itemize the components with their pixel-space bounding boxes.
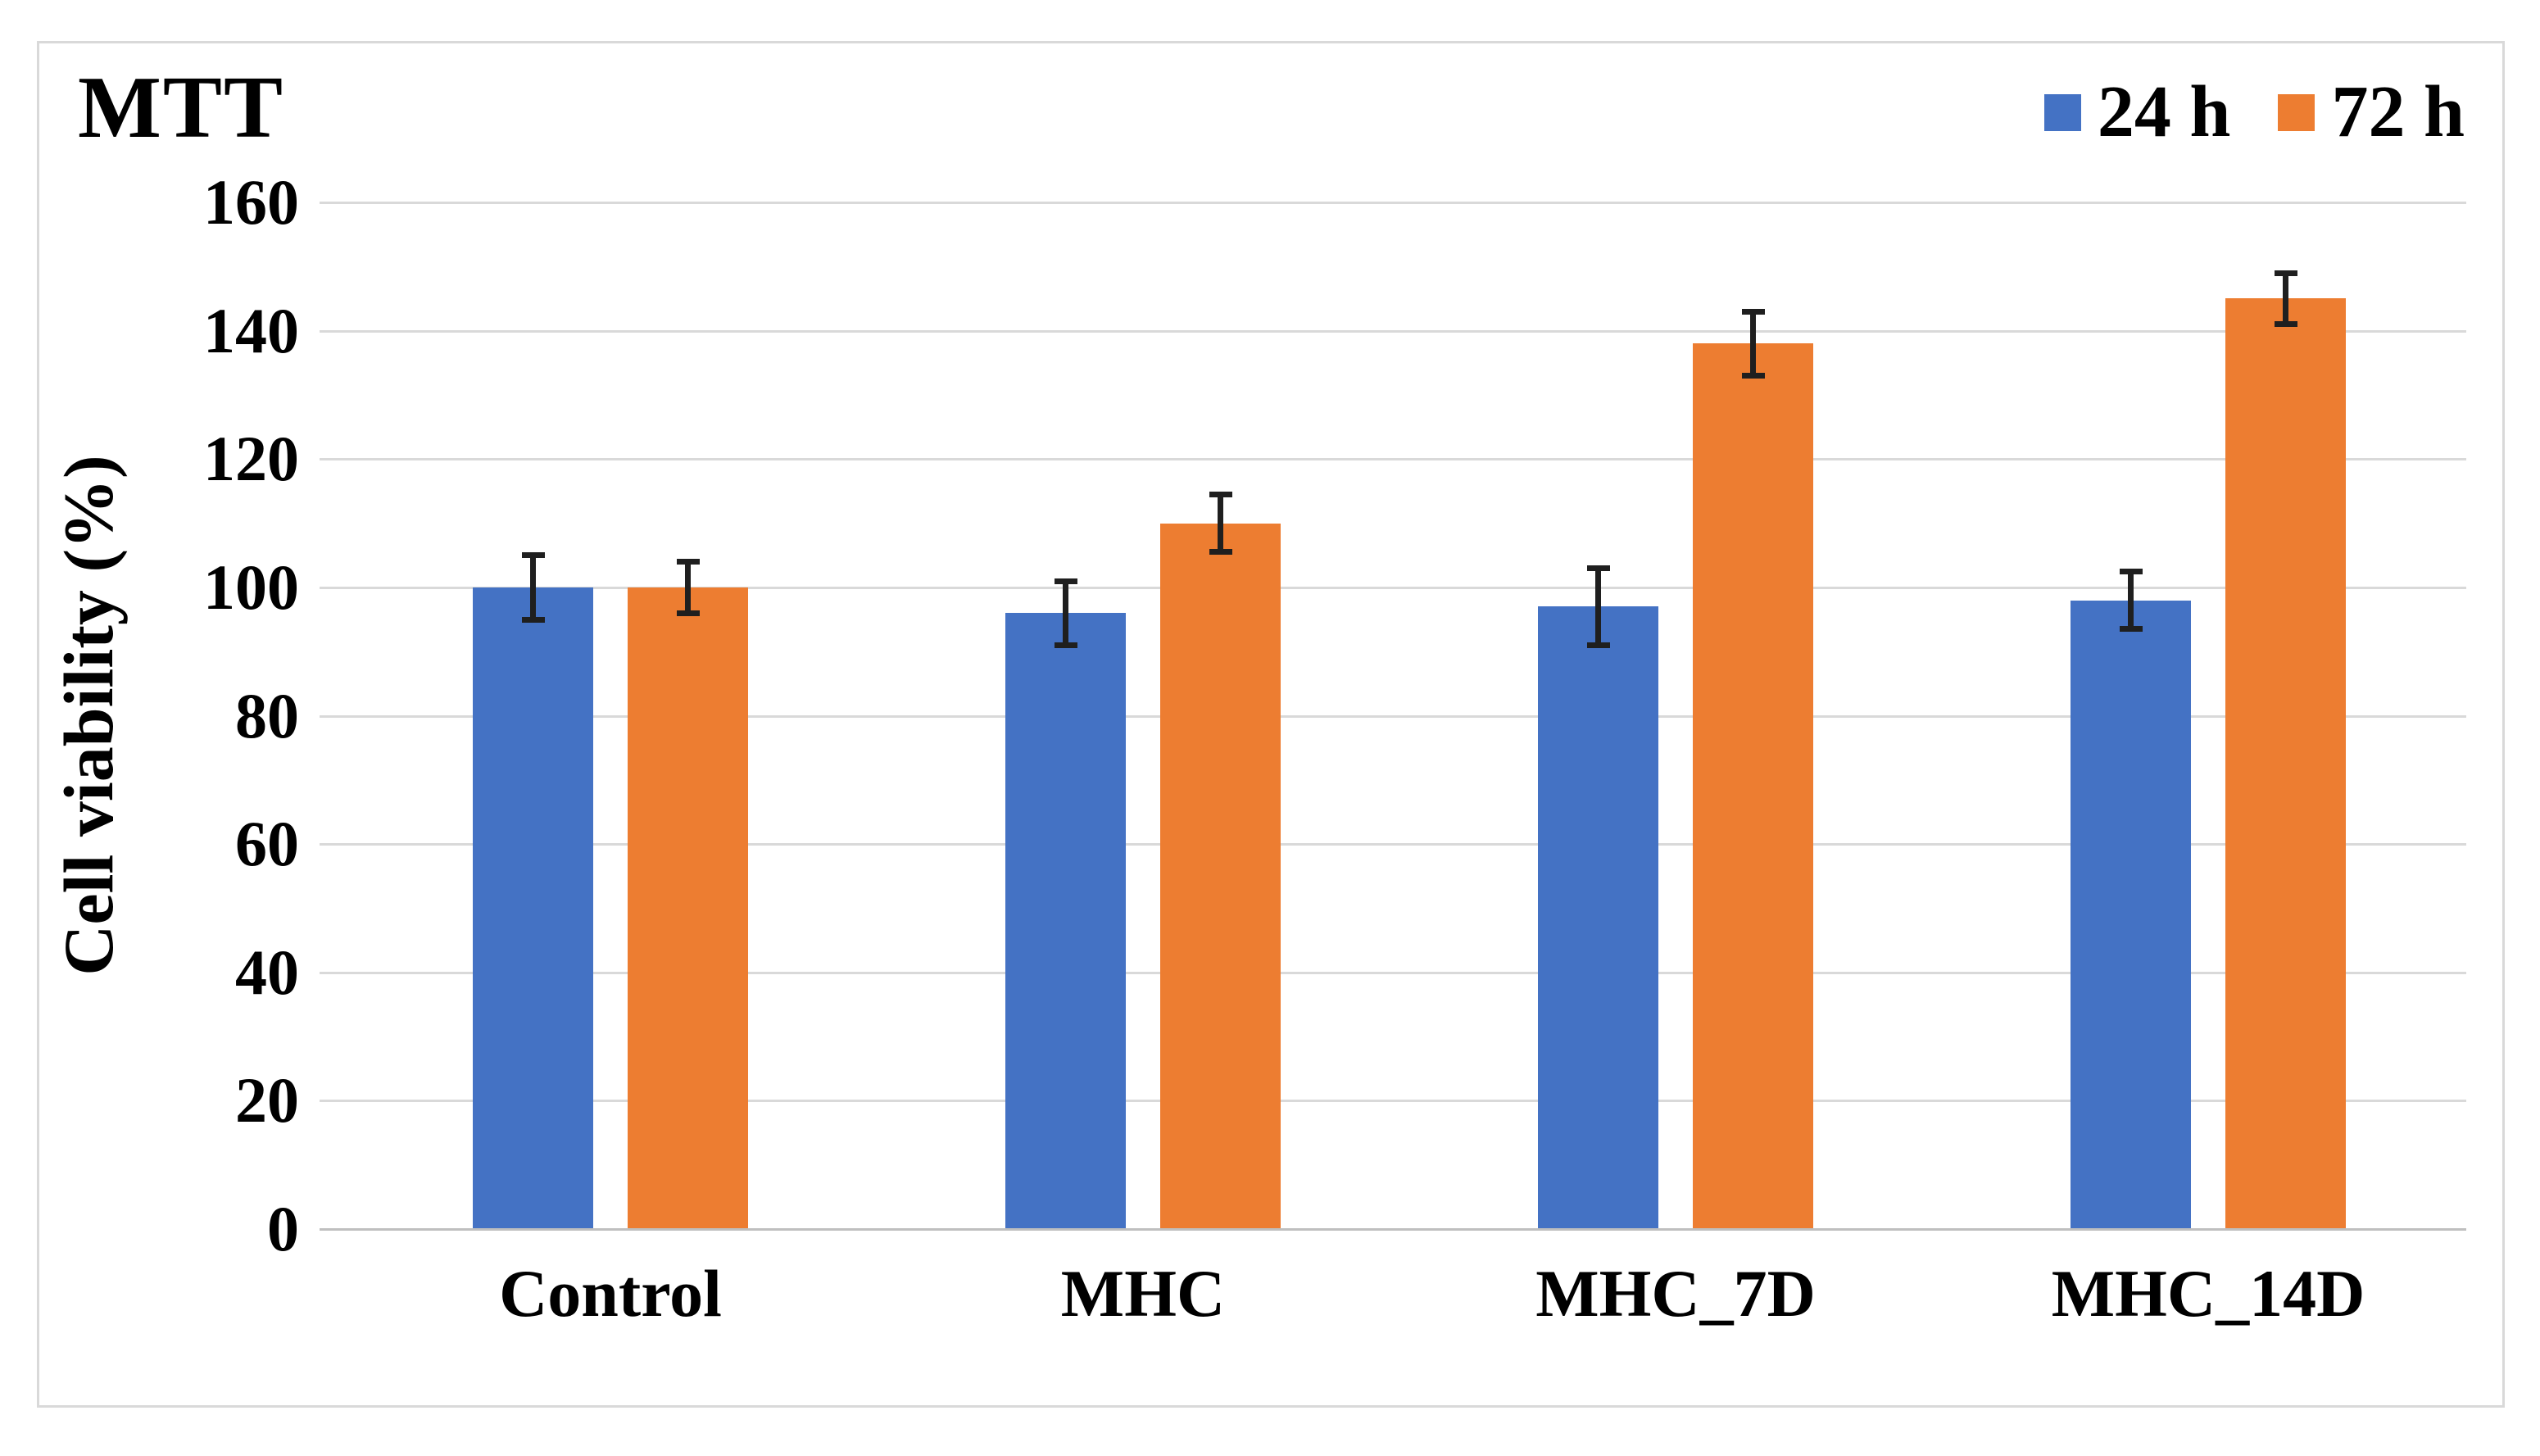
error-bar-Control-24h <box>530 555 536 620</box>
error-bar-Control-72h <box>685 561 691 614</box>
gridline-y-60 <box>320 843 2466 846</box>
error-bar-MHC-72h <box>1218 494 1223 552</box>
error-bar-cap-bottom-MHC_7D-24h <box>1586 642 1610 648</box>
bar-Control-72h <box>628 587 748 1229</box>
gridline-y-100 <box>320 586 2466 589</box>
gridline-y-40 <box>320 971 2466 974</box>
y-tick-label-160: 160 <box>203 166 299 238</box>
bar-MHC_14D-24h <box>2071 600 2191 1229</box>
bar-Control-24h <box>473 587 593 1229</box>
bar-MHC-24h <box>1005 613 1126 1229</box>
error-bar-cap-top-MHC_7D-72h <box>1741 308 1765 315</box>
error-bar-MHC_7D-72h <box>1750 311 1756 376</box>
error-bar-MHC_7D-24h <box>1595 568 1601 646</box>
y-tick-label-60: 60 <box>235 808 299 880</box>
error-bar-cap-bottom-MHC_14D-72h <box>2274 321 2297 328</box>
gridline-y-80 <box>320 714 2466 718</box>
error-bar-cap-bottom-Control-24h <box>521 616 545 623</box>
error-bar-MHC_14D-24h <box>2128 571 2134 629</box>
chart-title: MTT <box>78 59 285 156</box>
error-bar-cap-top-MHC_14D-72h <box>2274 270 2297 276</box>
legend-label-72h: 72 h <box>2331 71 2465 152</box>
error-bar-cap-bottom-MHC-24h <box>1054 642 1077 648</box>
plot-area <box>320 202 2466 1229</box>
legend-item-24h: 24 h <box>2043 71 2231 152</box>
gridline-y-20 <box>320 1100 2466 1103</box>
y-tick-label-80: 80 <box>235 679 299 751</box>
y-tick-label-0: 0 <box>267 1193 299 1264</box>
error-bar-cap-bottom-MHC_7D-72h <box>1741 372 1765 379</box>
bar-MHC_7D-24h <box>1538 606 1658 1229</box>
legend-swatch-24h-icon <box>2043 93 2081 131</box>
error-bar-cap-top-MHC_14D-24h <box>2119 568 2143 574</box>
error-bar-cap-bottom-MHC-72h <box>1209 549 1232 556</box>
x-axis-line <box>320 1228 2466 1231</box>
bar-MHC-72h <box>1160 523 1281 1229</box>
y-tick-label-100: 100 <box>203 551 299 623</box>
legend-item-72h: 72 h <box>2278 75 2465 149</box>
error-bar-MHC_14D-72h <box>2283 273 2288 324</box>
error-bar-cap-top-MHC_7D-24h <box>1586 565 1610 571</box>
y-tick-label-140: 140 <box>203 294 299 366</box>
y-tick-label-120: 120 <box>203 423 299 495</box>
gridline-y-160 <box>320 202 2466 204</box>
gridline-y-140 <box>320 329 2466 333</box>
error-bar-cap-top-MHC-24h <box>1054 578 1077 584</box>
legend-swatch-72h-icon <box>2278 93 2315 131</box>
error-bar-MHC-24h <box>1063 581 1068 646</box>
y-tick-label-40: 40 <box>235 936 299 1008</box>
bar-MHC_7D-72h <box>1693 343 1813 1229</box>
gridline-y-120 <box>320 458 2466 461</box>
error-bar-cap-bottom-Control-72h <box>676 610 700 616</box>
error-bar-cap-top-Control-24h <box>521 552 545 559</box>
figure-border <box>37 41 2505 1408</box>
error-bar-cap-top-MHC-72h <box>1209 491 1232 497</box>
y-tick-label-20: 20 <box>235 1064 299 1136</box>
bar-MHC_14D-72h <box>2225 298 2346 1229</box>
legend: 24 h 72 h <box>2043 71 2465 152</box>
x-category-label-MHC_7D: MHC_7D <box>1535 1256 1816 1331</box>
x-category-label-MHC_14D: MHC_14D <box>2051 1256 2365 1331</box>
x-category-label-Control: Control <box>499 1256 722 1331</box>
error-bar-cap-bottom-MHC_14D-24h <box>2119 626 2143 633</box>
x-category-label-MHC: MHC <box>1060 1256 1226 1331</box>
error-bar-cap-top-Control-72h <box>676 559 700 565</box>
legend-label-24h: 24 h <box>2097 71 2231 152</box>
y-axis-title: Cell viability (%) <box>49 455 128 976</box>
